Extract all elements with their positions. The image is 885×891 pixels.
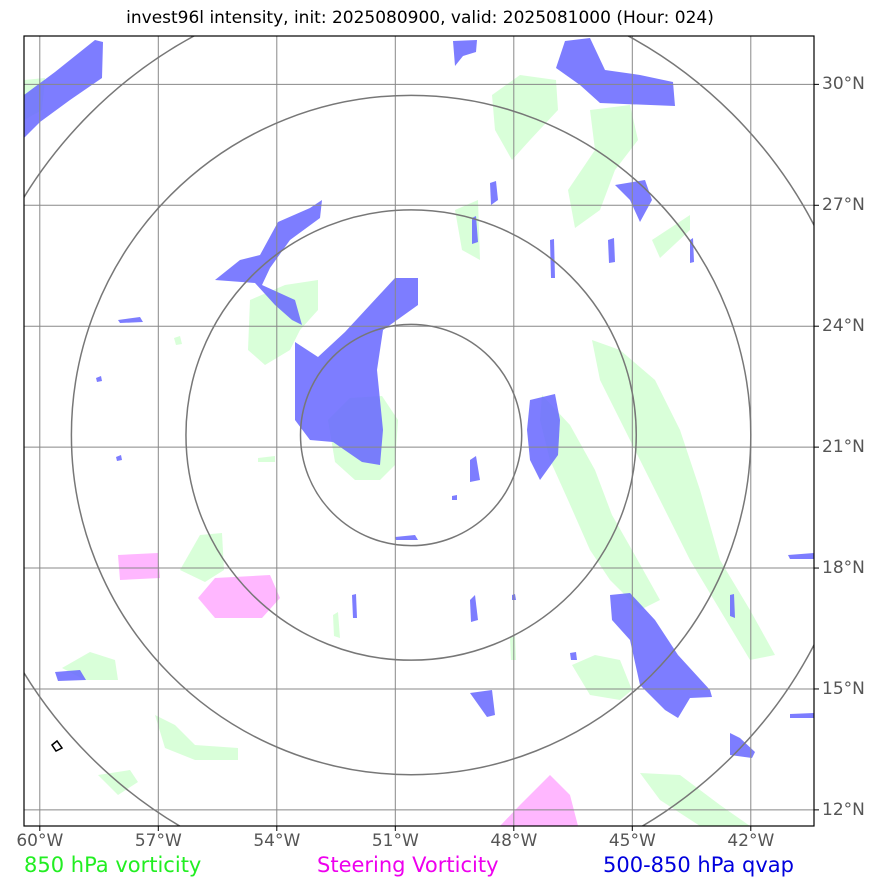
vorticity-area (652, 215, 690, 258)
vorticity-area (155, 715, 238, 760)
qvap-area (470, 456, 480, 482)
vorticity-850-areas (24, 75, 775, 826)
vorticity-area (572, 655, 632, 700)
qvap-area (790, 713, 814, 718)
qvap-area (610, 593, 712, 718)
qvap-area (730, 594, 735, 618)
map-grid (24, 36, 814, 826)
qvap-area (470, 595, 478, 622)
vorticity-area (258, 456, 275, 462)
steering-vorticity-areas (118, 553, 578, 826)
legend-steering-vorticity: Steering Vorticity (317, 853, 499, 877)
qvap-area (527, 394, 560, 480)
qvap-area (96, 376, 102, 382)
range-ring (299, 323, 523, 547)
qvap-area (472, 216, 478, 244)
vorticity-area (180, 533, 224, 582)
lat-tick-label: 18°N (822, 558, 865, 579)
lon-tick-label: 54°W (253, 831, 301, 851)
range-ring (24, 36, 814, 826)
qvap-area (490, 181, 498, 205)
vorticity-area (174, 336, 182, 345)
vorticity-area (568, 105, 638, 228)
range-ring (70, 94, 752, 776)
legend-vorticity-850: 850 hPa vorticity (24, 853, 202, 877)
lat-tick-label: 24°N (822, 316, 865, 337)
lat-tick-label: 21°N (822, 437, 865, 458)
vorticity-area (492, 75, 558, 160)
vorticity-area (333, 612, 340, 638)
legend-qvap: 500-850 hPa qvap (603, 853, 794, 877)
lon-tick-label: 45°W (608, 831, 656, 851)
vorticity-area (540, 395, 660, 610)
lon-tick-label: 60°W (16, 831, 64, 851)
qvap-area (215, 200, 322, 325)
map-title: invest96l intensity, init: 2025080900, v… (126, 8, 714, 28)
qvap-area (118, 317, 143, 323)
qvap-area (550, 239, 555, 278)
qvap-area (608, 238, 615, 263)
qvap-area (788, 553, 814, 559)
map-frame (23, 35, 815, 827)
qvap-areas (24, 38, 814, 758)
lat-tick-label: 27°N (822, 195, 865, 216)
lat-tick-label: 15°N (822, 678, 865, 699)
qvap-area (570, 652, 577, 660)
qvap-area (295, 278, 418, 465)
qvap-area (24, 40, 103, 138)
lon-tick-label: 48°W (490, 831, 538, 851)
lon-tick-label: 57°W (134, 831, 182, 851)
qvap-area (352, 594, 357, 618)
range-rings (24, 36, 814, 826)
qvap-area (615, 180, 652, 222)
lon-tick-label: 51°W (371, 831, 419, 851)
vorticity-area (248, 280, 318, 365)
steering-vorticity-area (500, 775, 578, 826)
steering-vorticity-area (198, 575, 280, 618)
range-ring (185, 209, 637, 661)
qvap-area (452, 495, 457, 500)
vorticity-area (510, 636, 516, 660)
qvap-area (470, 690, 495, 717)
vorticity-contour (50, 739, 64, 752)
qvap-area (556, 38, 675, 106)
vorticity-area (640, 773, 750, 826)
lat-tick-label: 12°N (822, 799, 865, 820)
qvap-area (55, 670, 86, 681)
lat-tick-label: 30°N (822, 74, 865, 95)
vorticity-area (592, 340, 775, 660)
steering-vorticity-area (118, 553, 160, 580)
qvap-area (116, 455, 122, 461)
qvap-area (453, 40, 477, 66)
qvap-area (395, 535, 418, 540)
lon-tick-label: 42°W (727, 831, 775, 851)
